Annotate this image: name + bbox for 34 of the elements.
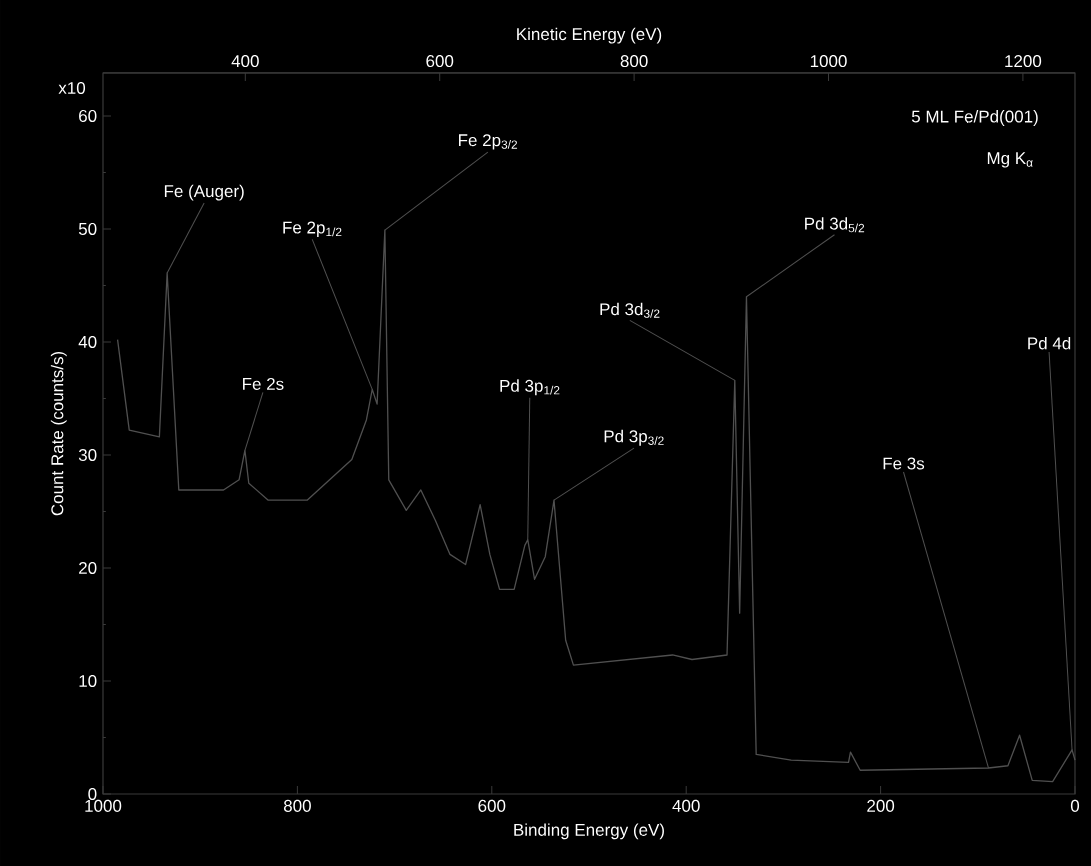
x2-tick-label: 400 <box>231 55 259 68</box>
x2-axis-title: Kinetic Energy (eV) <box>517 27 662 44</box>
annotation: Fe 3s <box>883 457 925 470</box>
annotation: Pd 3p$_{1/2}$ <box>500 379 560 396</box>
x2-tick-label: 600 <box>426 55 454 68</box>
x-tick-label: 1000 <box>85 799 122 812</box>
y-tick-label: 60 <box>79 109 97 122</box>
x2-tick-label: 1000 <box>810 55 847 68</box>
text: x10 <box>58 81 86 95</box>
x-tick-label: 800 <box>283 799 311 812</box>
y-tick-label: 40 <box>78 335 97 348</box>
y-tick-label: 20 <box>79 561 97 574</box>
x-tick-label: 0 <box>1070 799 1080 812</box>
y-axis-title: Count Rate (counts/s) <box>50 351 67 516</box>
annotation: Pd 3d$_{3/2}$ <box>600 302 660 318</box>
annotation: 5 ML Fe/Pd(001) <box>911 110 1038 126</box>
y-tick-label: 50 <box>78 222 97 235</box>
x-tick-label: 400 <box>672 799 700 812</box>
annotation: Fe 2s <box>243 377 284 390</box>
annotation: Fe 2p$_{1/2}$ <box>283 221 342 237</box>
annotation: Mg K$_{α}$ <box>987 152 1033 168</box>
y-tick-label: 0 <box>88 787 97 801</box>
x2-tick-label: 1200 <box>1005 55 1042 68</box>
annotation: Pd 3p$_{3/2}$ <box>604 429 664 446</box>
x-tick-label: 600 <box>478 799 506 812</box>
annotation: Fe (Auger) <box>164 184 244 201</box>
x-tick-label: 200 <box>867 799 895 812</box>
x-axis-title: Binding Energy (eV) <box>514 823 664 840</box>
y-tick-label: 10 <box>79 674 97 687</box>
annotation: Fe 2p$_{3/2}$ <box>459 134 518 150</box>
y-tick-label: 30 <box>78 448 97 461</box>
x2-tick-label: 800 <box>620 55 648 68</box>
annotation: Pd 4d <box>1028 336 1071 350</box>
annotation: Pd 3d$_{5/2}$ <box>805 217 865 233</box>
